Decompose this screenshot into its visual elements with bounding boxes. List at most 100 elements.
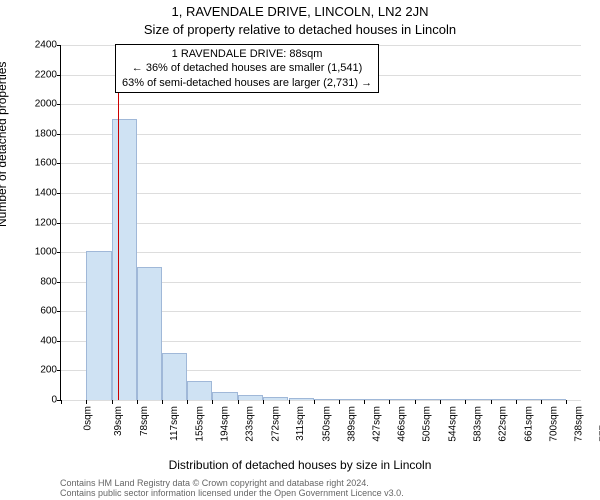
property-marker-line <box>118 45 119 400</box>
ytick-label: 1400 <box>35 187 57 198</box>
xtick-mark <box>491 400 492 404</box>
xtick-label: 350sqm <box>321 406 332 442</box>
attribution-line-2: Contains public sector information licen… <box>60 488 404 498</box>
xtick-mark <box>415 400 416 404</box>
histogram-bar <box>263 397 288 400</box>
xtick-mark <box>263 400 264 404</box>
ytick-label: 800 <box>40 276 57 287</box>
xtick-mark <box>238 400 239 404</box>
ytick-label: 1800 <box>35 128 57 139</box>
xtick-label: 117sqm <box>169 406 180 441</box>
histogram-bar <box>465 399 490 400</box>
ytick-mark <box>57 134 61 135</box>
xtick-label: 544sqm <box>447 406 458 442</box>
ytick-mark <box>57 370 61 371</box>
ytick-mark <box>57 282 61 283</box>
info-line-2: ← 36% of detached houses are smaller (1,… <box>122 61 372 75</box>
xtick-mark <box>541 400 542 404</box>
info-line-1: 1 RAVENDALE DRIVE: 88sqm <box>122 47 372 61</box>
ytick-mark <box>57 311 61 312</box>
ytick-label: 1600 <box>35 158 57 169</box>
xtick-label: 661sqm <box>523 406 534 442</box>
xtick-label: 505sqm <box>422 406 433 442</box>
histogram-bar <box>516 399 541 400</box>
ytick-mark <box>57 193 61 194</box>
ytick-mark <box>57 223 61 224</box>
ytick-label: 600 <box>40 306 57 317</box>
xtick-label: 233sqm <box>245 406 256 442</box>
ytick-mark <box>57 252 61 253</box>
histogram-bar <box>112 119 137 400</box>
xtick-label: 78sqm <box>139 406 150 436</box>
histogram-bar <box>289 398 314 400</box>
title-main: 1, RAVENDALE DRIVE, LINCOLN, LN2 2JN <box>0 4 600 19</box>
xtick-label: 622sqm <box>498 406 509 442</box>
title-sub: Size of property relative to detached ho… <box>0 22 600 37</box>
xtick-mark <box>61 400 62 404</box>
histogram-bar <box>187 381 212 400</box>
plot-area: 0200400600800100012001400160018002000220… <box>60 45 581 401</box>
gridline <box>61 223 581 224</box>
ytick-mark <box>57 104 61 105</box>
histogram-bar <box>339 399 364 400</box>
chart-container: 1, RAVENDALE DRIVE, LINCOLN, LN2 2JN Siz… <box>0 0 600 500</box>
ytick-mark <box>57 75 61 76</box>
histogram-bar <box>415 399 440 400</box>
histogram-bar <box>314 399 339 400</box>
gridline <box>61 104 581 105</box>
xtick-mark <box>364 400 365 404</box>
histogram-bar <box>364 399 389 400</box>
histogram-bar <box>541 399 566 400</box>
info-box: 1 RAVENDALE DRIVE: 88sqm ← 36% of detach… <box>115 44 379 93</box>
xtick-mark <box>389 400 390 404</box>
histogram-bar <box>86 251 111 400</box>
histogram-bar <box>491 399 516 400</box>
xtick-mark <box>212 400 213 404</box>
histogram-bar <box>440 399 465 400</box>
y-axis-label: Number of detached properties <box>0 62 9 227</box>
xtick-label: 700sqm <box>549 406 560 442</box>
xtick-label: 155sqm <box>194 406 205 442</box>
histogram-bar <box>137 267 162 400</box>
x-axis-label: Distribution of detached houses by size … <box>0 458 600 472</box>
xtick-label: 466sqm <box>396 406 407 442</box>
xtick-mark <box>137 400 138 404</box>
xtick-label: 311sqm <box>295 406 306 441</box>
xtick-mark <box>86 400 87 404</box>
xtick-mark <box>187 400 188 404</box>
xtick-label: 39sqm <box>113 406 124 436</box>
xtick-mark <box>440 400 441 404</box>
histogram-bar <box>212 392 237 400</box>
xtick-mark <box>112 400 113 404</box>
xtick-label: 389sqm <box>346 406 357 442</box>
xtick-mark <box>162 400 163 404</box>
ytick-mark <box>57 163 61 164</box>
ytick-label: 2000 <box>35 99 57 110</box>
xtick-label: 194sqm <box>220 406 231 442</box>
ytick-mark <box>57 341 61 342</box>
ytick-label: 0 <box>51 395 57 406</box>
attribution-line-1: Contains HM Land Registry data © Crown c… <box>60 478 369 488</box>
ytick-label: 1200 <box>35 217 57 228</box>
xtick-mark <box>289 400 290 404</box>
xtick-label: 272sqm <box>270 406 281 442</box>
ytick-label: 200 <box>40 365 57 376</box>
xtick-mark <box>339 400 340 404</box>
gridline <box>61 163 581 164</box>
gridline <box>61 134 581 135</box>
ytick-label: 400 <box>40 335 57 346</box>
histogram-bar <box>162 353 187 400</box>
ytick-mark <box>57 45 61 46</box>
ytick-label: 2200 <box>35 69 57 80</box>
gridline <box>61 252 581 253</box>
xtick-mark <box>314 400 315 404</box>
ytick-label: 2400 <box>35 40 57 51</box>
info-line-3: 63% of semi-detached houses are larger (… <box>122 76 372 90</box>
xtick-label: 738sqm <box>573 406 584 442</box>
gridline <box>61 193 581 194</box>
xtick-mark <box>516 400 517 404</box>
xtick-label: 427sqm <box>371 406 382 442</box>
xtick-label: 0sqm <box>82 406 93 430</box>
histogram-bar <box>389 399 414 400</box>
xtick-label: 583sqm <box>473 406 484 442</box>
